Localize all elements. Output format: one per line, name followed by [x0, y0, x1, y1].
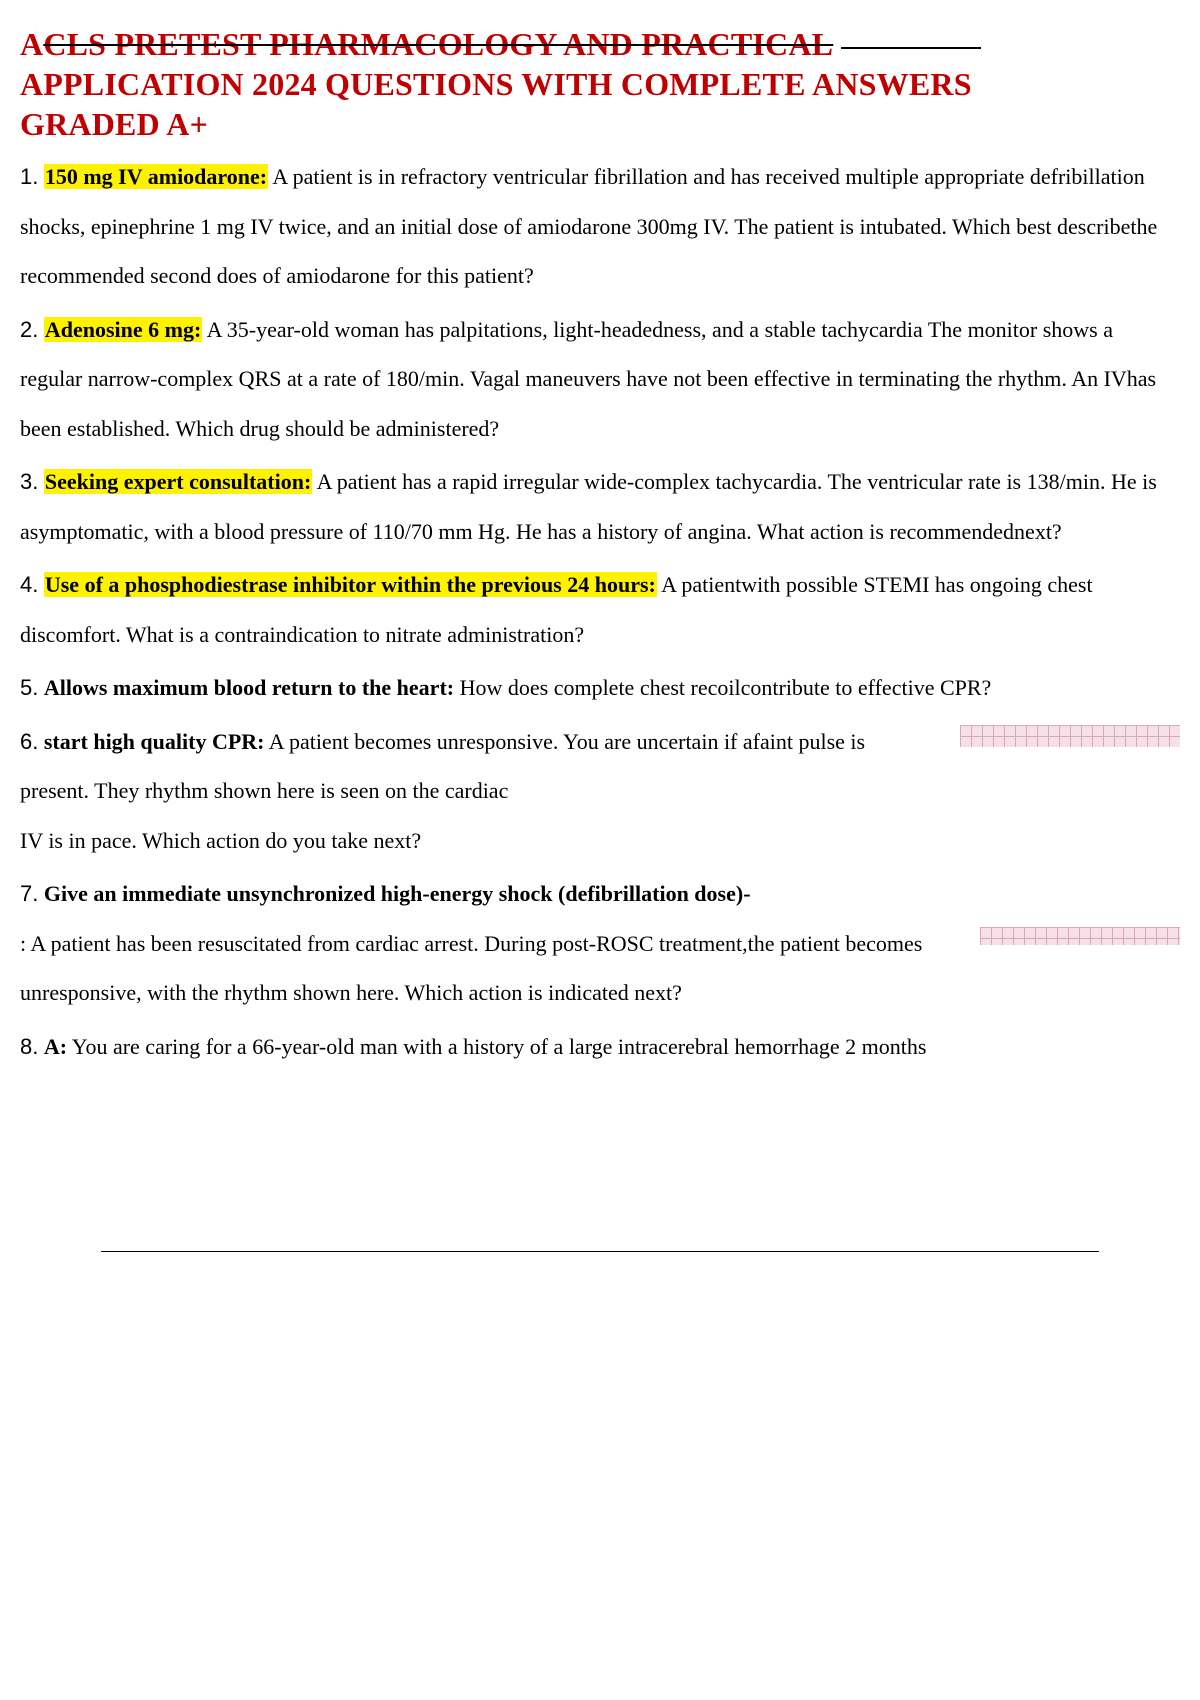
item-answer: start high quality CPR: — [44, 729, 265, 754]
title-line3: GRADED A+ — [20, 106, 208, 142]
list-item: 4. Use of a phosphodiestrase inhibitor w… — [20, 560, 1180, 659]
item-answer: Give an immediate unsynchronized high-en… — [44, 881, 751, 906]
item-answer: Use of a phosphodiestrase inhibitor with… — [44, 572, 657, 597]
item-question: How does complete chest recoilcontribute… — [454, 675, 991, 700]
list-item: 3. Seeking expert consultation: A patien… — [20, 457, 1180, 556]
item-question: : A patient has been resuscitated from c… — [20, 931, 922, 956]
list-item: 7. Give an immediate unsynchronized high… — [20, 869, 1180, 1018]
list-item: 8. A: You are caring for a 66-year-old m… — [20, 1022, 1180, 1072]
item-question: You are caring for a 66-year-old man wit… — [67, 1034, 926, 1059]
list-item: 2. Adenosine 6 mg: A 35-year-old woman h… — [20, 305, 1180, 454]
ecg-strip-icon — [980, 927, 1180, 945]
ecg-strip-icon — [960, 725, 1180, 747]
item-number: 8. — [20, 1034, 38, 1059]
item-number: 1. — [20, 164, 38, 189]
item-number: 7. — [20, 881, 38, 906]
item-answer: Allows maximum blood return to the heart… — [44, 675, 454, 700]
title-line1: ACLS PRETEST PHARMACOLOGY AND PRACTICAL — [20, 26, 981, 62]
item-answer: Adenosine 6 mg: — [44, 317, 202, 342]
item-question: present. They rhythm shown here is seen … — [20, 778, 508, 803]
list-item: 5. Allows maximum blood return to the he… — [20, 663, 1180, 713]
item-number: 5. — [20, 675, 38, 700]
item-question: unresponsive, with the rhythm shown here… — [20, 980, 682, 1005]
item-number: 3. — [20, 469, 38, 494]
item-answer: A: — [44, 1034, 67, 1059]
item-question: A patient becomes unresponsive. You are … — [264, 729, 865, 754]
footer-rule — [101, 1251, 1099, 1252]
title-rule — [841, 47, 981, 49]
question-list: 1. 150 mg IV amiodarone: A patient is in… — [20, 152, 1180, 1071]
list-item: 1. 150 mg IV amiodarone: A patient is in… — [20, 152, 1180, 301]
item-number: 4. — [20, 572, 38, 597]
item-number: 6. — [20, 729, 38, 754]
item-question: IV is in pace. Which action do you take … — [20, 828, 421, 853]
item-number: 2. — [20, 317, 38, 342]
item-answer: Seeking expert consultation: — [44, 469, 312, 494]
item-answer: 150 mg IV amiodarone: — [44, 164, 268, 189]
list-item: 6. start high quality CPR: A patient bec… — [20, 717, 1180, 866]
title-line2: APPLICATION 2024 QUESTIONS WITH COMPLETE… — [20, 66, 972, 102]
document-title: ACLS PRETEST PHARMACOLOGY AND PRACTICAL … — [20, 24, 1180, 144]
